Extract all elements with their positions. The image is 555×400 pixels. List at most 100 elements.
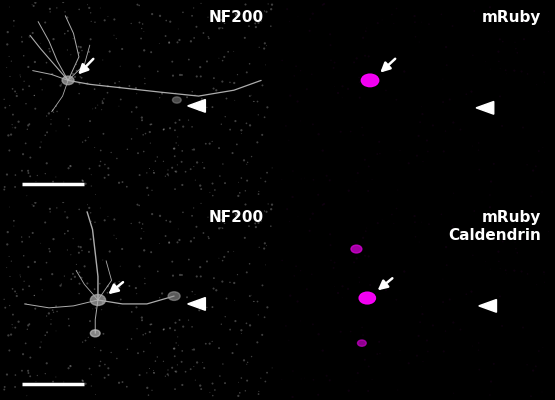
Point xyxy=(81,180,90,187)
Polygon shape xyxy=(479,300,497,312)
Point xyxy=(12,90,21,97)
Point xyxy=(325,377,334,384)
Point xyxy=(170,186,179,192)
Point xyxy=(201,340,210,347)
Point xyxy=(140,75,149,82)
Point xyxy=(392,5,401,12)
Point xyxy=(291,263,300,270)
Point xyxy=(77,274,86,281)
Point xyxy=(25,83,34,89)
Point xyxy=(534,348,543,354)
Point xyxy=(8,122,17,128)
Point xyxy=(241,201,250,208)
Point xyxy=(171,340,180,346)
Point xyxy=(186,366,195,372)
Point xyxy=(209,275,218,281)
Point xyxy=(188,124,196,130)
Point xyxy=(150,170,159,176)
Point xyxy=(245,60,254,67)
Point xyxy=(231,118,240,124)
Point xyxy=(174,226,183,232)
Point xyxy=(178,148,186,154)
Point xyxy=(104,365,113,372)
Point xyxy=(184,256,193,263)
Point xyxy=(171,168,180,175)
Point xyxy=(209,75,218,81)
Point xyxy=(224,48,233,55)
Point xyxy=(91,105,100,111)
Point xyxy=(177,159,186,165)
Point xyxy=(165,39,174,45)
Point xyxy=(352,55,361,62)
Point xyxy=(171,90,180,96)
Text: mRuby
Caldendrin: mRuby Caldendrin xyxy=(448,210,541,244)
Point xyxy=(78,378,87,384)
Ellipse shape xyxy=(173,97,181,103)
Point xyxy=(139,132,148,138)
Point xyxy=(495,58,503,64)
Point xyxy=(48,71,57,77)
Point xyxy=(190,35,199,41)
Point xyxy=(149,168,158,174)
Point xyxy=(146,121,155,128)
Point xyxy=(84,49,93,55)
Point xyxy=(179,324,188,330)
Point xyxy=(135,219,144,226)
Point xyxy=(309,10,317,17)
Point xyxy=(145,129,154,135)
Point xyxy=(90,219,99,226)
Point xyxy=(138,317,147,324)
Point xyxy=(140,275,149,282)
Point xyxy=(416,119,425,125)
Point xyxy=(155,213,164,219)
Point xyxy=(137,225,146,232)
Point xyxy=(487,378,496,385)
Point xyxy=(75,80,84,87)
Point xyxy=(11,184,19,190)
Point xyxy=(168,258,176,265)
Point xyxy=(289,168,297,174)
Point xyxy=(445,96,454,103)
Point xyxy=(143,185,152,191)
Point xyxy=(225,279,234,286)
Point xyxy=(1,104,10,111)
Point xyxy=(449,319,458,326)
Point xyxy=(53,308,62,315)
Point xyxy=(183,94,191,100)
Point xyxy=(19,278,28,284)
Point xyxy=(251,12,260,18)
Point xyxy=(0,184,9,190)
Point xyxy=(90,19,99,26)
Point xyxy=(243,161,251,168)
Point xyxy=(169,346,178,352)
Point xyxy=(32,378,41,384)
Point xyxy=(215,345,224,351)
Point xyxy=(245,223,254,229)
Point xyxy=(9,223,18,229)
Point xyxy=(133,326,142,332)
Point xyxy=(330,59,339,66)
Point xyxy=(381,287,390,294)
Point xyxy=(170,153,179,160)
Point xyxy=(393,187,402,193)
Point xyxy=(387,11,396,18)
Point xyxy=(278,257,286,264)
Point xyxy=(74,50,83,56)
Point xyxy=(170,386,179,392)
Point xyxy=(31,200,40,206)
Point xyxy=(501,67,510,74)
Point xyxy=(143,170,152,176)
Point xyxy=(495,258,503,264)
Point xyxy=(289,368,297,374)
Point xyxy=(203,58,211,65)
Point xyxy=(5,102,14,109)
Point xyxy=(437,211,446,218)
Point xyxy=(285,218,294,225)
Point xyxy=(197,386,206,392)
Point xyxy=(441,128,450,134)
Point xyxy=(41,132,49,138)
Point xyxy=(296,68,305,74)
Point xyxy=(414,133,423,139)
Point xyxy=(138,221,147,227)
Point xyxy=(63,14,72,21)
